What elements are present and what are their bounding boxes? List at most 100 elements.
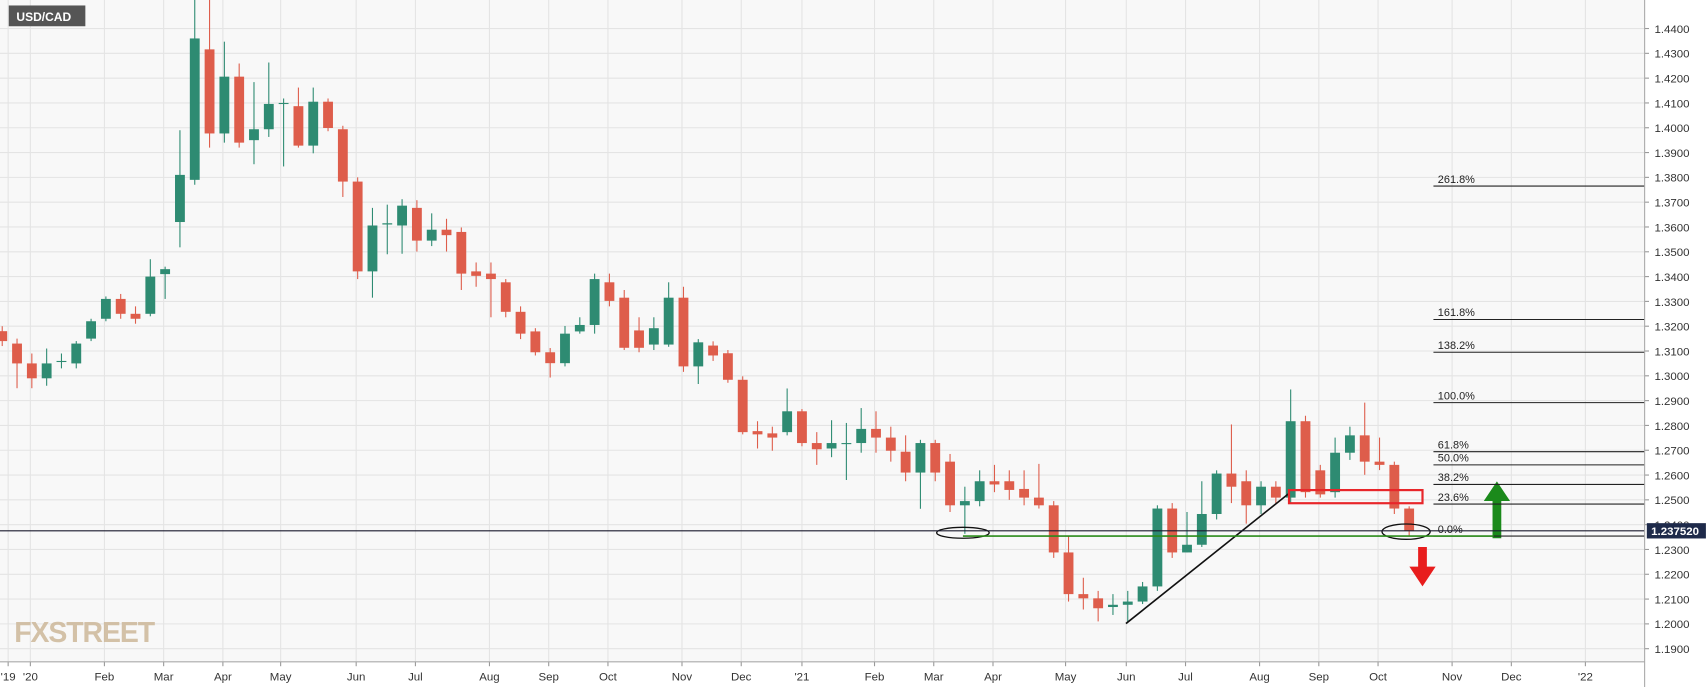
x-tick-label: Jul xyxy=(408,671,423,683)
x-tick-label: May xyxy=(1055,671,1077,683)
candle-body xyxy=(145,276,156,314)
candle-body xyxy=(189,38,200,180)
x-tick-label: Oct xyxy=(599,671,618,683)
candle-body xyxy=(56,360,67,363)
fib-label: 161.8% xyxy=(1438,307,1475,319)
candle-body xyxy=(263,103,274,130)
candle-body xyxy=(1048,505,1059,553)
x-tick-label: Apr xyxy=(984,671,1002,683)
annotations: 261.8% 161.8% 138.2% 100.0% 61.8% 50.0% 38.2% 2… xyxy=(0,174,1645,625)
candle-body xyxy=(308,101,319,146)
y-tick-label: 1.4400 xyxy=(1654,24,1689,36)
y-tick-label: 1.2200 xyxy=(1654,570,1689,582)
fib-label: 50.0% xyxy=(1438,453,1469,465)
candle-body xyxy=(826,443,837,449)
candle-body xyxy=(871,428,881,438)
candle-body xyxy=(737,379,748,433)
candle-body xyxy=(204,49,215,134)
candle-body xyxy=(530,331,541,353)
resistance-box xyxy=(1287,488,1424,505)
down-arrow xyxy=(1409,546,1436,587)
candle-body xyxy=(767,433,778,438)
candle-body xyxy=(219,76,230,134)
x-tick-label: Sep xyxy=(538,671,558,683)
x-tick-label: Aug xyxy=(1249,671,1269,683)
x-tick-label: Oct xyxy=(1369,671,1388,683)
candle-body xyxy=(634,330,644,348)
support-ellipse xyxy=(1381,523,1431,540)
candle-body xyxy=(337,129,348,182)
symbol-badge xyxy=(8,5,86,27)
support-ellipse xyxy=(936,526,990,539)
fib-label: 100.0% xyxy=(1438,390,1475,402)
y-tick-label: 1.2700 xyxy=(1654,446,1689,458)
candle-body xyxy=(411,207,422,241)
last-price-badge xyxy=(1646,523,1706,539)
candle-body xyxy=(0,331,8,342)
up-arrow xyxy=(1483,481,1511,539)
y-tick-label: 1.3800 xyxy=(1654,173,1689,185)
price-axis-background xyxy=(1644,0,1707,687)
x-tick-label: Dec xyxy=(731,671,752,683)
x-tick-label: May xyxy=(270,671,292,683)
candle-body xyxy=(1063,552,1074,595)
candle-body xyxy=(1389,464,1400,509)
grid xyxy=(0,0,1645,662)
candle-body xyxy=(71,343,82,364)
candle-body xyxy=(26,363,37,379)
candle-body xyxy=(382,223,393,225)
y-tick-label: 1.3900 xyxy=(1654,148,1689,160)
candle-body xyxy=(708,345,719,356)
candle-body xyxy=(989,481,1000,485)
candle-body xyxy=(1019,488,1030,498)
x-tick-label: Aug xyxy=(479,671,499,683)
fib-label: 61.8% xyxy=(1438,439,1469,451)
y-tick-label: 1.2800 xyxy=(1654,421,1689,433)
candle-body xyxy=(515,311,526,334)
candle-body xyxy=(693,342,704,367)
x-tick-label: Jun xyxy=(347,671,366,683)
y-tick-label: 1.2000 xyxy=(1654,619,1689,631)
y-tick-label: 1.2100 xyxy=(1654,594,1689,606)
candle-body xyxy=(574,324,585,332)
y-tick-label: 1.4100 xyxy=(1654,98,1689,110)
candle-body xyxy=(426,229,437,241)
candle-body xyxy=(678,297,689,367)
candle-body xyxy=(1004,481,1015,490)
last-price-label: 1.237520 xyxy=(1651,526,1699,538)
candle-body xyxy=(545,352,556,364)
candle-body xyxy=(930,443,941,473)
candle-body xyxy=(915,443,926,473)
candle-body xyxy=(841,443,852,445)
candle-body xyxy=(1182,544,1192,553)
candle-body xyxy=(249,129,259,141)
plot-background xyxy=(0,0,1645,662)
candle-body xyxy=(663,297,674,345)
x-tick-label: '21 xyxy=(794,671,809,683)
candle-body xyxy=(900,451,911,473)
candle-body xyxy=(130,313,141,319)
x-tick-label: Apr xyxy=(214,671,232,683)
candle-body xyxy=(160,269,171,275)
candle-body xyxy=(323,101,333,129)
candle-body xyxy=(1300,421,1311,493)
candle-body xyxy=(811,443,822,450)
candle-body xyxy=(1211,473,1222,514)
candle-body xyxy=(115,298,126,314)
candle-body xyxy=(441,229,452,236)
candle-body xyxy=(1344,435,1355,453)
candle-body xyxy=(352,181,363,272)
symbol-label: USD/CAD xyxy=(16,10,71,24)
y-tick-label: 1.3100 xyxy=(1654,346,1689,358)
x-tick-label: Mar xyxy=(924,671,944,683)
candle-body xyxy=(1078,594,1089,599)
x-tick-label: Feb xyxy=(95,671,115,683)
y-tick-label: 1.4300 xyxy=(1654,49,1689,61)
candle-body xyxy=(278,102,289,105)
y-tick-label: 1.4200 xyxy=(1654,74,1689,86)
x-tick-label: Sep xyxy=(1309,671,1329,683)
candle-body xyxy=(41,363,52,379)
candle-body xyxy=(12,343,22,364)
